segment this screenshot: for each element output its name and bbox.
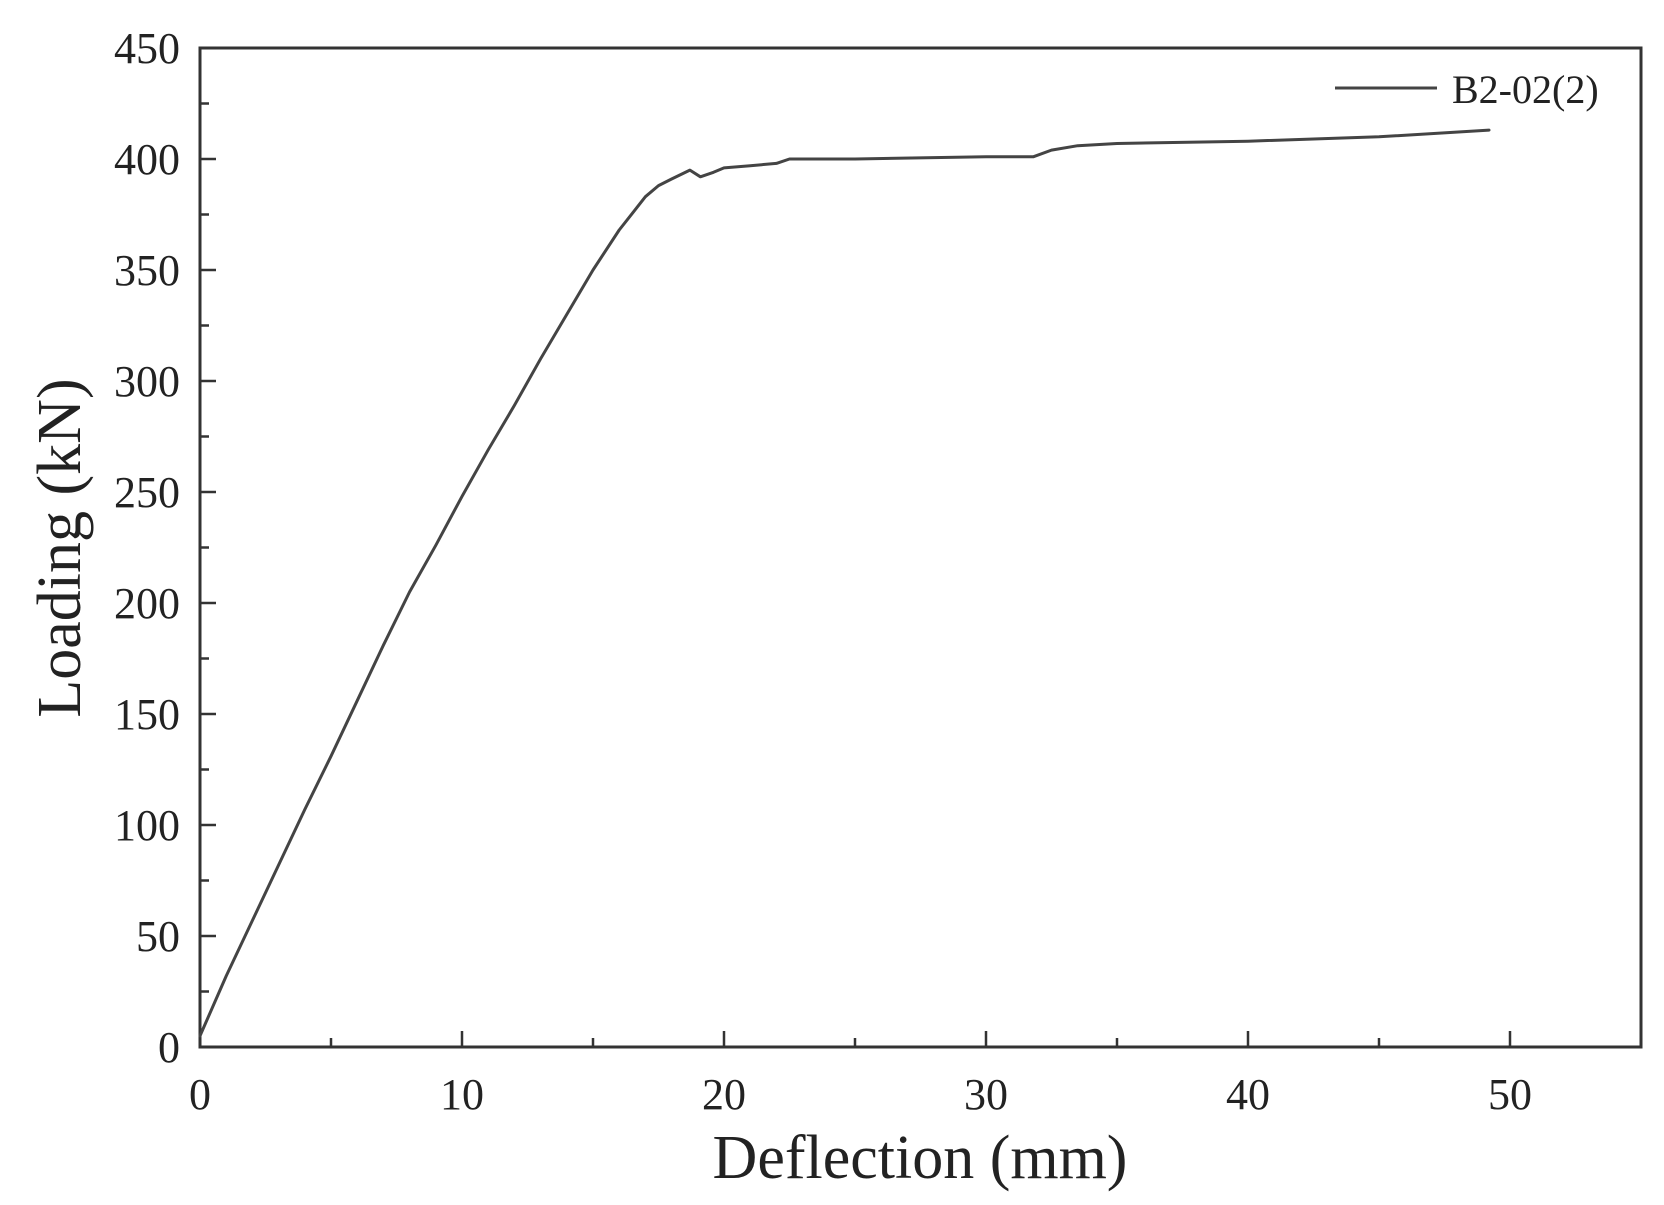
y-tick-label: 300: [114, 357, 180, 406]
y-tick-label: 0: [158, 1023, 180, 1072]
x-tick-label: 40: [1226, 1070, 1270, 1119]
legend: B2-02(2): [1335, 67, 1599, 112]
y-tick-label: 150: [114, 690, 180, 739]
legend-label: B2-02(2): [1452, 67, 1599, 112]
y-tick-label: 250: [114, 468, 180, 517]
y-tick-label: 400: [114, 135, 180, 184]
x-tick-label: 20: [702, 1070, 746, 1119]
plot-frame: [198, 46, 1643, 1049]
x-tick-label: 0: [189, 1070, 211, 1119]
y-tick-label: 350: [114, 246, 180, 295]
axis-tick-labels: 0 10 20 30 40 50 0 50 100 150 200 250 300 350 400 450: [114, 24, 1532, 1119]
series-lines: [198, 128, 1491, 1038]
x-tick-label: 10: [440, 1070, 484, 1119]
series-line: [198, 128, 1491, 1038]
y-tick-label: 200: [114, 579, 180, 628]
y-tick-label: 50: [136, 912, 180, 961]
x-tick-label: 50: [1488, 1070, 1532, 1119]
y-axis-title: Loading (kN): [26, 378, 94, 717]
y-tick-label: 450: [114, 24, 180, 73]
axis-ticks: [198, 46, 1643, 1049]
x-axis-title: Deflection (mm): [713, 1124, 1128, 1192]
x-tick-label: 30: [964, 1070, 1008, 1119]
y-tick-label: 100: [114, 801, 180, 850]
